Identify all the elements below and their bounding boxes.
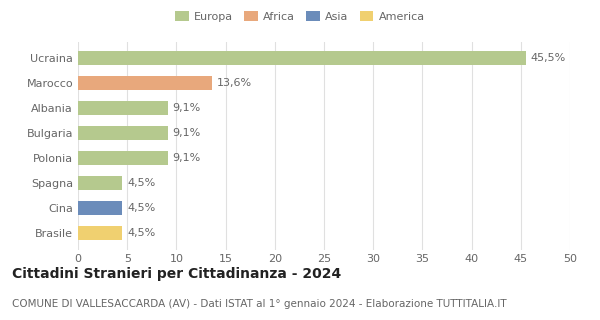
Text: 45,5%: 45,5% [530,53,566,63]
Text: 4,5%: 4,5% [127,228,155,238]
Text: 4,5%: 4,5% [127,203,155,213]
Bar [78,51,526,65]
Text: 9,1%: 9,1% [172,153,201,163]
Text: COMUNE DI VALLESACCARDA (AV) - Dati ISTAT al 1° gennaio 2024 - Elaborazione TUTT: COMUNE DI VALLESACCARDA (AV) - Dati ISTA… [12,299,506,309]
Bar [78,76,212,90]
Text: 4,5%: 4,5% [127,178,155,188]
Text: 9,1%: 9,1% [172,128,201,138]
Text: 13,6%: 13,6% [217,78,252,88]
Legend: Europa, Africa, Asia, America: Europa, Africa, Asia, America [173,9,427,24]
Bar [78,101,167,115]
Bar [78,151,167,165]
Bar [78,176,122,190]
Bar [78,226,122,240]
Text: 9,1%: 9,1% [172,103,201,113]
Bar [78,201,122,215]
Text: Cittadini Stranieri per Cittadinanza - 2024: Cittadini Stranieri per Cittadinanza - 2… [12,268,341,281]
Bar [78,126,167,140]
